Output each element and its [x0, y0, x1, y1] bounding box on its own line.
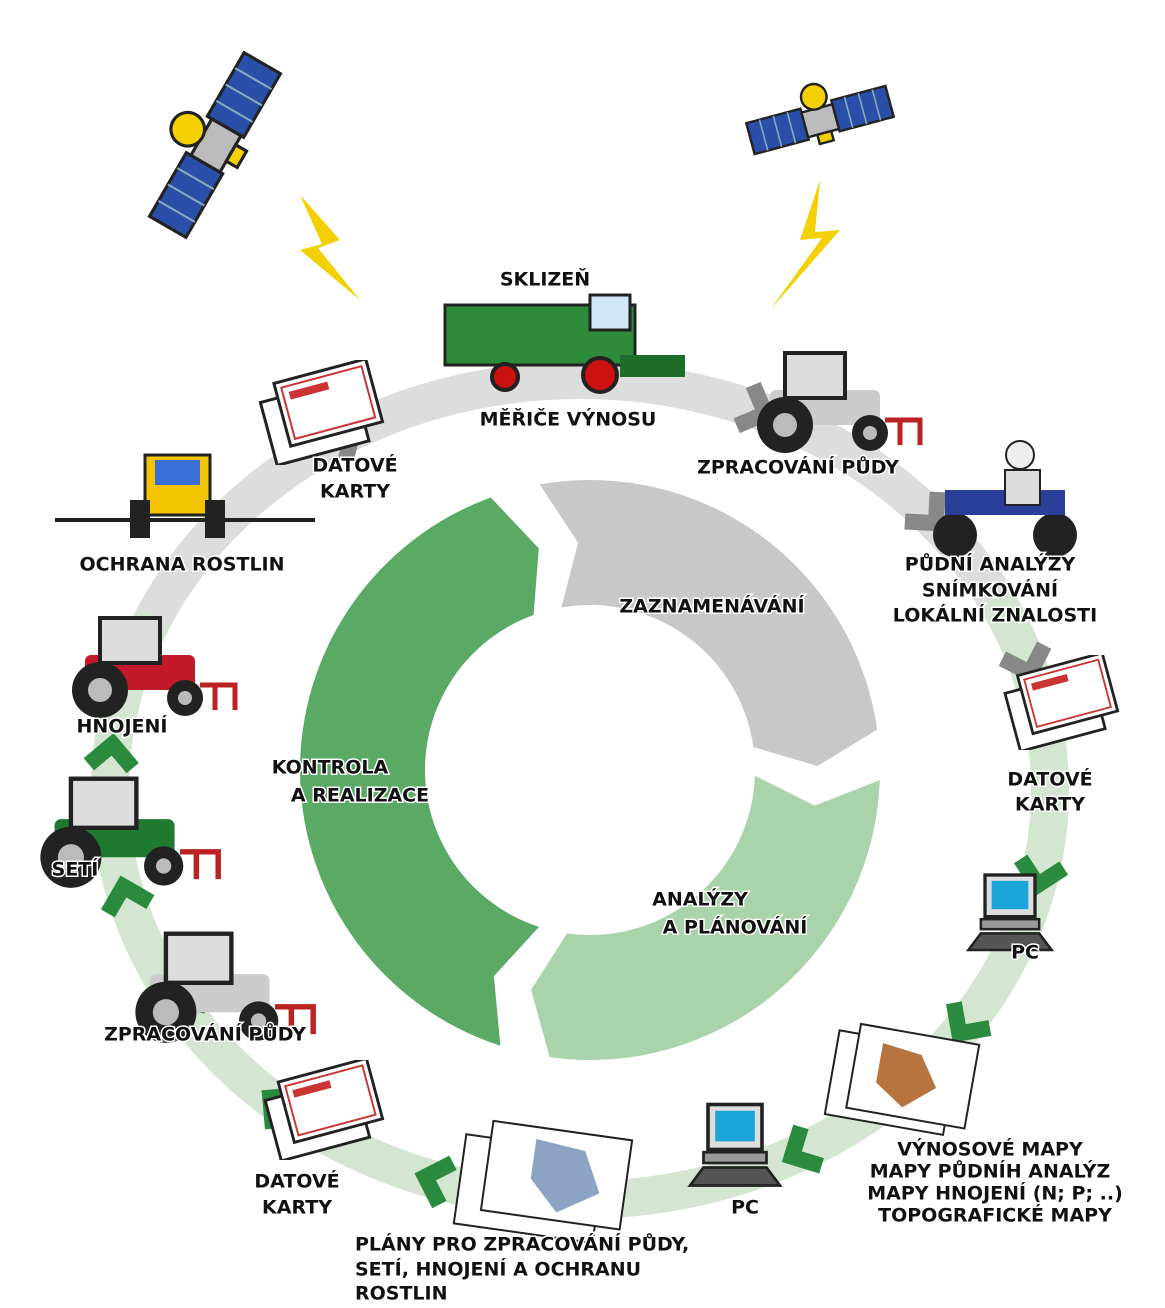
cycle-label: ZAZNAMENÁVÁNÍ [619, 595, 804, 618]
data-card [257, 359, 387, 466]
stage-label: VÝNOSOVÉ MAPY [897, 1137, 1083, 1161]
stage-label: PLÁNY PRO ZPRACOVÁNÍ PŮDY, [355, 1232, 689, 1256]
stage-label: ROSTLIN [355, 1283, 448, 1305]
stage-label: OCHRANA ROSTLIN [79, 554, 284, 576]
tractor [72, 618, 235, 718]
stage-label: MĚŘIČE VÝNOSU [480, 407, 657, 431]
page: SKLIZEŇ MĚŘIČE VÝNOSU ZPRACOVÁNÍ PŮDY PŮ… [0, 0, 1165, 1304]
stage-label: HNOJENÍ [77, 715, 168, 738]
stage-label: SKLIZEŇ [500, 268, 590, 291]
satellite [126, 39, 289, 242]
stage-label: MAPY HNOJENÍ (N; P; ..) [867, 1182, 1123, 1205]
stage-label: TOPOGRAFICKÉ MAPY [878, 1204, 1112, 1227]
cycle-segment [540, 480, 878, 766]
stage-label: PC [1011, 942, 1039, 964]
stage-label: ZPRACOVÁNÍ PŮDY [104, 1022, 306, 1046]
plan-stack [454, 1117, 632, 1246]
stage-label: SNÍMKOVÁNÍ [922, 579, 1058, 602]
lightning [300, 195, 360, 300]
stage-label: SETÍ [52, 858, 99, 881]
lightning [770, 180, 840, 310]
stage-label: KARTY [262, 1197, 332, 1219]
stage-label: DATOVÉ [254, 1170, 339, 1193]
stage-label: PŮDNÍ ANALÝZY [905, 552, 1076, 576]
cycle-label: A REALIZACE [291, 785, 429, 807]
pc [690, 1105, 780, 1186]
cycle-label: ANALÝZY [652, 887, 748, 911]
stage-label: ZPRACOVÁNÍ PŮDY [697, 455, 899, 479]
quad [933, 441, 1077, 557]
diagram: SKLIZEŇ MĚŘIČE VÝNOSU ZPRACOVÁNÍ PŮDY PŮ… [0, 0, 1165, 1304]
stage-label: DATOVÉ [312, 454, 397, 477]
stage-label: KARTY [320, 481, 390, 503]
cycle-label: KONTROLA [272, 757, 389, 779]
cycle-label: A PLÁNOVÁNÍ [663, 916, 808, 939]
stage-label: KARTY [1015, 794, 1085, 816]
stage-label: PC [731, 1197, 759, 1219]
stage-label: DATOVÉ [1007, 768, 1092, 791]
stage-label: LOKÁLNÍ ZNALOSTI [893, 604, 1097, 627]
satellite [741, 66, 896, 161]
stage-label: SETÍ, HNOJENÍ A OCHRANU [355, 1258, 641, 1281]
stage-label: MAPY PŮDNÍH ANALÝZ [870, 1159, 1111, 1183]
